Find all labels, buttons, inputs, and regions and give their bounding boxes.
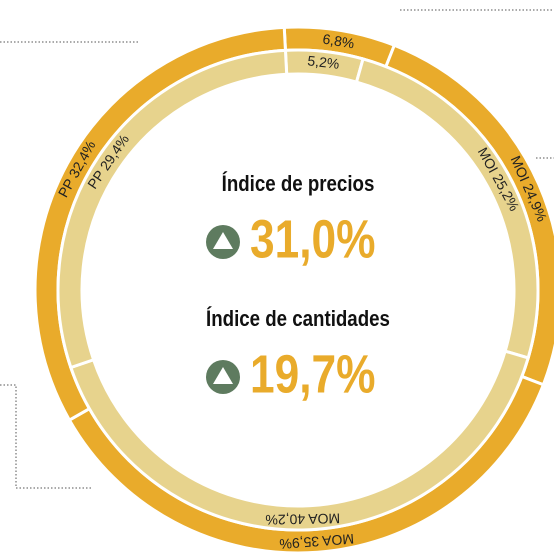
index-title: Índice de precios xyxy=(222,171,375,196)
segment-label: 6,8% xyxy=(321,31,355,52)
segment-label: MOA 35,9% xyxy=(279,531,355,553)
leader-line xyxy=(0,384,92,489)
donut-segment xyxy=(56,48,289,370)
trend-arrow xyxy=(213,232,233,249)
segment-label: 5,2% xyxy=(307,52,340,71)
index-title: Índice de cantidades xyxy=(206,306,390,331)
index-value: 31,0% xyxy=(250,209,376,269)
trend-arrow xyxy=(213,367,233,384)
index-value: 19,7% xyxy=(250,344,376,404)
segment-label: MOA 40,2% xyxy=(265,510,340,528)
rings: 6,8%MOI 24,9%MOA 35,9%PP 32,4%5,2%MOI 25… xyxy=(33,25,554,555)
center-text: Índice de precios 31,0% Índice de cantidad… xyxy=(206,171,390,404)
